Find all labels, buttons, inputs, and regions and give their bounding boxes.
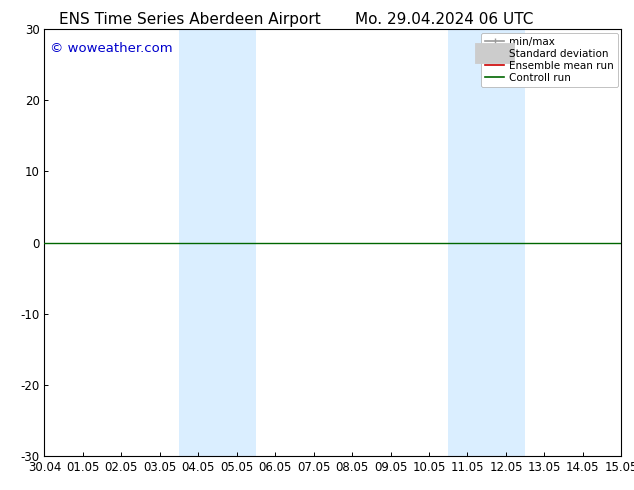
Text: © woweather.com: © woweather.com: [50, 42, 173, 55]
Text: ENS Time Series Aberdeen Airport: ENS Time Series Aberdeen Airport: [60, 12, 321, 27]
Text: Mo. 29.04.2024 06 UTC: Mo. 29.04.2024 06 UTC: [354, 12, 533, 27]
Bar: [179, 29, 256, 456]
Bar: [448, 29, 525, 456]
Legend: min/max, Standard deviation, Ensemble mean run, Controll run: min/max, Standard deviation, Ensemble me…: [481, 32, 618, 87]
